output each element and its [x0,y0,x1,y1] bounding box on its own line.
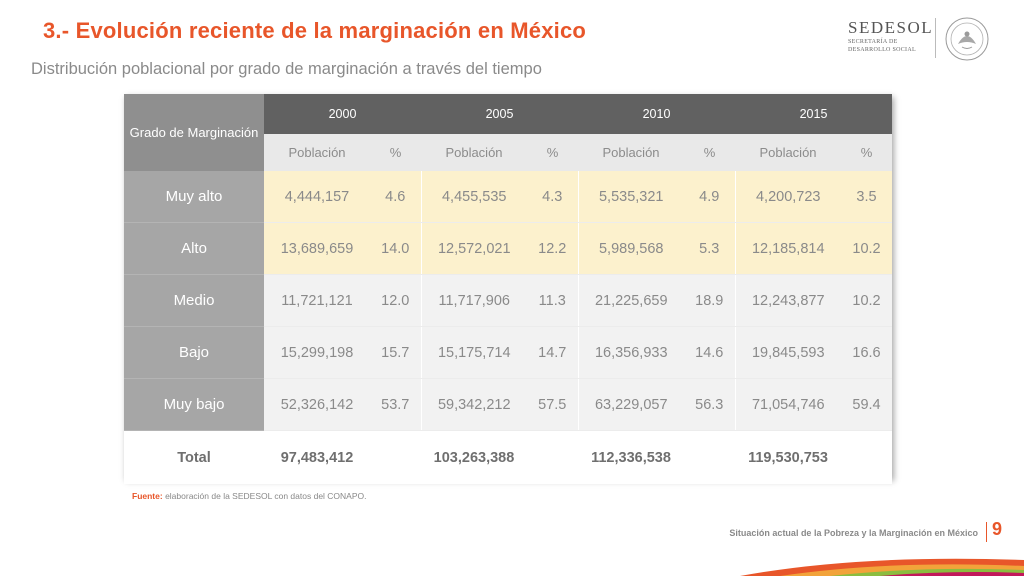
cell-percent: 5.3 [684,222,736,275]
cell-poblacion: 13,689,659 [264,222,370,275]
cell-percent: 12.2 [527,222,579,275]
cell-percent: 14.6 [684,326,736,379]
source-note: Fuente: elaboración de la SEDESOL con da… [132,491,367,501]
source-label: Fuente: [132,491,163,501]
subheader-poblacion: Población [421,134,527,171]
page-number: 9 [992,519,1003,539]
cell-poblacion: 16,356,933 [578,326,684,379]
decorative-swoosh [740,558,1024,576]
page-subtitle: Distribución poblacional por grado de ma… [31,60,542,78]
total-2005: 103,263,388 [421,430,527,484]
header-year-2000: 2000 [264,94,421,134]
cell-percent: 14.0 [370,222,422,275]
cell-percent: 4.6 [370,171,422,223]
cell-percent: 12.0 [370,274,422,327]
header-grado: Grado de Marginación [124,94,264,171]
total-empty-cell [841,430,892,484]
logo-line-2: DESARROLLO SOCIAL [848,47,916,53]
cell-percent: 53.7 [370,378,422,431]
cell-poblacion: 59,342,212 [421,378,527,431]
row-label: Bajo [124,326,264,379]
cell-poblacion: 4,455,535 [421,171,527,223]
total-2015: 119,530,753 [735,430,841,484]
subheader-percent: % [370,134,421,171]
source-text: elaboración de la SEDESOL con datos del … [162,491,367,501]
cell-percent: 15.7 [370,326,422,379]
cell-percent: 14.7 [527,326,579,379]
header-year-2010: 2010 [578,94,735,134]
subheader-percent: % [527,134,578,171]
cell-percent: 4.9 [684,171,736,223]
cell-poblacion: 11,717,906 [421,274,527,327]
logo-name: SEDESOL [848,18,934,37]
cell-poblacion: 71,054,746 [735,378,841,431]
cell-percent: 10.2 [841,222,892,275]
cell-percent: 56.3 [684,378,736,431]
row-label: Medio [124,274,264,327]
header-year-2015: 2015 [735,94,892,134]
subheader-poblacion: Población [264,134,370,171]
footer-divider [986,522,987,542]
marginacion-table: Grado de Marginación 2000 2005 2010 2015… [124,94,892,484]
subheader-percent: % [684,134,735,171]
cell-poblacion: 19,845,593 [735,326,841,379]
cell-poblacion: 52,326,142 [264,378,370,431]
cell-poblacion: 5,535,321 [578,171,684,223]
logo-divider [935,18,936,58]
cell-poblacion: 4,444,157 [264,171,370,223]
total-label: Total [124,430,264,484]
page-title: 3.- Evolución reciente de la marginación… [43,18,587,43]
footer-text: Situación actual de la Pobreza y la Marg… [729,528,978,538]
cell-percent: 11.3 [527,274,579,327]
cell-percent: 16.6 [841,326,892,379]
sedesol-logo: SEDESOL SECRETARÍA DE DESARROLLO SOCIAL [848,16,996,62]
cell-poblacion: 12,243,877 [735,274,841,327]
table-row: Muy bajo 52,326,142 53.7 59,342,212 57.5… [124,378,892,431]
cell-poblacion: 12,572,021 [421,222,527,275]
cell-poblacion: 11,721,121 [264,274,370,327]
total-empty-cell [370,430,421,484]
table-row: Alto 13,689,659 14.0 12,572,021 12.2 5,9… [124,222,892,275]
cell-percent: 10.2 [841,274,892,327]
cell-poblacion: 63,229,057 [578,378,684,431]
total-empty-cell [684,430,735,484]
cell-percent: 18.9 [684,274,736,327]
cell-poblacion: 21,225,659 [578,274,684,327]
total-row: Total 97,483,412 103,263,388 112,336,538… [124,430,892,484]
table-row: Medio 11,721,121 12.0 11,717,906 11.3 21… [124,274,892,327]
national-seal-icon [945,17,989,61]
cell-poblacion: 5,989,568 [578,222,684,275]
cell-poblacion: 4,200,723 [735,171,841,223]
row-label: Muy bajo [124,378,264,431]
subheader-percent: % [841,134,892,171]
cell-poblacion: 15,299,198 [264,326,370,379]
cell-percent: 59.4 [841,378,892,431]
cell-poblacion: 12,185,814 [735,222,841,275]
total-empty-cell [527,430,578,484]
row-label: Alto [124,222,264,275]
table-row: Muy alto 4,444,157 4.6 4,455,535 4.3 5,5… [124,171,892,223]
cell-poblacion: 15,175,714 [421,326,527,379]
logo-line-1: SECRETARÍA DE [848,39,898,45]
header-year-2005: 2005 [421,94,578,134]
row-label: Muy alto [124,171,264,223]
cell-percent: 4.3 [527,171,579,223]
total-2000: 97,483,412 [264,430,370,484]
total-2010: 112,336,538 [578,430,684,484]
table-row: Bajo 15,299,198 15.7 15,175,714 14.7 16,… [124,326,892,379]
subheader-poblacion: Población [735,134,841,171]
subheader-poblacion: Población [578,134,684,171]
cell-percent: 3.5 [841,171,892,223]
cell-percent: 57.5 [527,378,579,431]
